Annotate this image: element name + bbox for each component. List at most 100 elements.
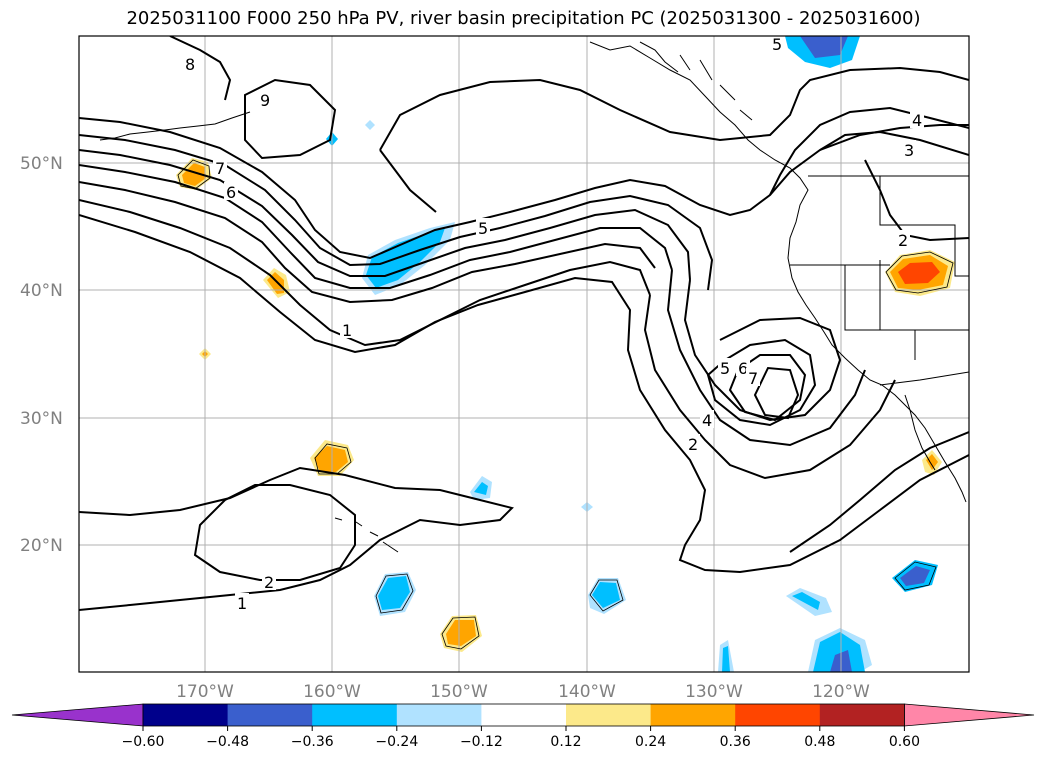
pv-contour xyxy=(79,149,691,281)
precip-blob-positive xyxy=(314,446,348,472)
contour-label: 5 xyxy=(772,35,782,54)
precip-outline xyxy=(885,251,954,294)
colorbar-tick-label: −0.36 xyxy=(291,734,334,750)
contour-label: 8 xyxy=(185,55,195,74)
lon-label: 150°W xyxy=(430,682,488,702)
pv-contour xyxy=(706,338,817,427)
pv-contour xyxy=(789,431,969,553)
precip-outline xyxy=(375,573,414,614)
colorbar-swatch xyxy=(735,704,821,726)
precip-blob-negative xyxy=(900,566,930,586)
lat-label: 30°N xyxy=(20,409,63,429)
colorbar-swatch xyxy=(227,704,313,726)
pv-contour xyxy=(379,66,969,151)
pv-contour xyxy=(79,214,969,574)
contour-labels: 8 9 7 6 5 1 5 6 7 4 2 4 3 2 2 1 5 xyxy=(183,35,924,613)
colorbar-extend-low xyxy=(11,703,144,727)
colorbar-extend-high xyxy=(904,703,1035,727)
precip-blob-positive xyxy=(926,454,938,470)
lon-label: 170°W xyxy=(176,682,234,702)
latitude-labels: 50°N 40°N 30°N 20°N xyxy=(20,154,63,556)
contour-label: 1 xyxy=(342,321,352,340)
pv-contour xyxy=(79,199,651,347)
colorbar-swatch xyxy=(566,704,652,726)
precip-outline xyxy=(314,443,352,475)
lon-label: 130°W xyxy=(685,682,743,702)
precip-blob-negative xyxy=(366,228,445,288)
map-border xyxy=(78,35,970,673)
precip-blob-negative xyxy=(800,36,848,58)
pv-contour xyxy=(683,279,842,422)
pv-contour xyxy=(753,366,800,420)
contour-label: 3 xyxy=(904,141,914,160)
contour-label: 4 xyxy=(702,411,712,430)
precip-blob-negative xyxy=(592,582,620,608)
lat-label: 40°N xyxy=(20,281,63,301)
lon-label: 120°W xyxy=(812,682,870,702)
colorbar-tick-label: −0.60 xyxy=(122,734,165,750)
colorbar-tick-label: 0.24 xyxy=(635,734,666,750)
colorbar-tick-label: 0.12 xyxy=(550,734,581,750)
contour-label: 2 xyxy=(264,573,274,592)
precip-blob-negative xyxy=(813,632,865,672)
colorbar-tick-label: 0.36 xyxy=(720,734,751,750)
pv-contour xyxy=(79,181,656,304)
precip-blob-negative xyxy=(722,646,730,672)
pv-contour xyxy=(864,159,969,242)
contour-label: 6 xyxy=(738,359,748,378)
pv-contour xyxy=(666,269,866,447)
map-area xyxy=(79,36,969,672)
precip-blob-negative xyxy=(474,482,488,495)
colorbar-swatch xyxy=(481,704,567,726)
contour-label: 6 xyxy=(226,183,236,202)
precip-blob-negative xyxy=(792,592,820,610)
colorbar-swatch xyxy=(819,704,905,726)
pv-contour xyxy=(379,149,437,213)
pv-contour xyxy=(79,164,673,289)
precip-blob-negative xyxy=(365,120,375,130)
pv-contour xyxy=(79,117,969,260)
colorbar-swatch xyxy=(396,704,482,726)
contour-label: 1 xyxy=(237,594,247,613)
colorbar: −0.60 −0.48 −0.36 −0.24 −0.12 0.12 0.24 0.36 0.4… xyxy=(11,703,1035,750)
longitude-labels: 170°W 160°W 150°W 140°W 130°W 120°W xyxy=(176,682,870,702)
precip-blobs xyxy=(176,36,955,672)
colorbar-swatch xyxy=(143,704,229,726)
contour-label: 7 xyxy=(748,369,758,388)
contour-label: 2 xyxy=(898,231,908,250)
precip-blob-positive xyxy=(446,620,476,646)
colorbar-tick-label: −0.48 xyxy=(206,734,249,750)
lon-label: 160°W xyxy=(303,682,361,702)
precip-outline xyxy=(589,579,624,612)
colorbar-swatch xyxy=(312,704,398,726)
colorbar-outline xyxy=(142,703,905,727)
precip-outline xyxy=(894,561,937,591)
pv-contour xyxy=(643,294,896,480)
colorbar-swatch xyxy=(650,704,736,726)
coastline-baja xyxy=(904,394,936,471)
contour-label: 4 xyxy=(912,111,922,130)
precip-blob-negative xyxy=(378,576,410,610)
colorbar-tick-label: −0.12 xyxy=(460,734,503,750)
colorbar-tick-label: −0.24 xyxy=(375,734,418,750)
coastline-alaska xyxy=(589,41,967,503)
coastline-aleutians xyxy=(99,111,251,141)
colorbar-tick-label: 0.60 xyxy=(889,734,920,750)
coastlines xyxy=(99,41,969,553)
pv-contours xyxy=(79,36,969,611)
pv-contour xyxy=(193,484,356,581)
contour-label: 5 xyxy=(720,359,730,378)
colorbar-tick-label: 0.48 xyxy=(804,734,835,750)
contour-label: 2 xyxy=(688,435,698,454)
pv-contour xyxy=(169,36,232,101)
lon-label: 140°W xyxy=(558,682,616,702)
pv-contour xyxy=(244,78,337,160)
precip-blob-positive xyxy=(182,163,206,186)
coastline-islands xyxy=(639,41,753,121)
precip-blob-positive xyxy=(898,262,940,284)
coastline-hawaii xyxy=(334,517,399,553)
precip-outlines xyxy=(177,159,954,650)
precip-outline xyxy=(177,159,211,190)
contour-label: 5 xyxy=(478,219,488,238)
